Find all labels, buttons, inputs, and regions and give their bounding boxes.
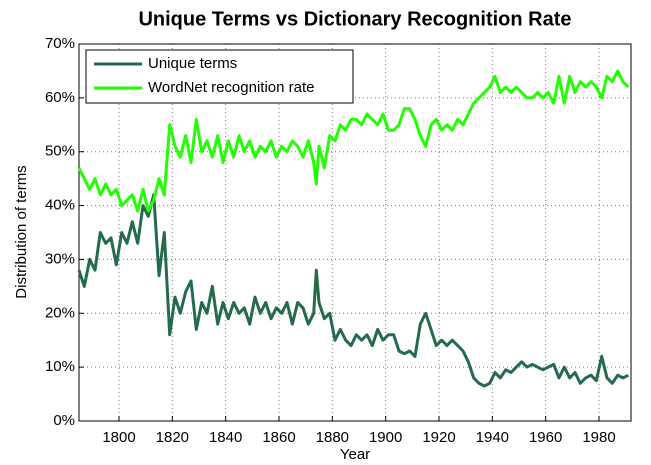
- legend-label: Unique terms: [148, 55, 237, 72]
- x-axis-label: Year: [340, 446, 370, 463]
- y-tick-label: 10%: [45, 358, 75, 375]
- x-tick-label: 1980: [582, 429, 615, 446]
- x-tick-label: 1820: [156, 429, 189, 446]
- y-axis-label: Distribution of terms: [13, 165, 30, 298]
- plot-frame: [78, 43, 632, 422]
- y-tick-label: 20%: [45, 304, 75, 321]
- series-line: [77, 69, 630, 213]
- y-tick-label: 40%: [45, 197, 75, 214]
- x-tick-label: 1920: [422, 429, 455, 446]
- x-tick-label: 1840: [209, 429, 242, 446]
- series-line: [77, 193, 629, 388]
- legend-label: WordNet recognition rate: [148, 79, 314, 96]
- y-tick-label: 0%: [53, 412, 75, 429]
- y-tick-label: 30%: [45, 250, 75, 267]
- x-tick-label: 1940: [476, 429, 509, 446]
- y-tick-label: 60%: [45, 89, 75, 106]
- y-tick-label: 70%: [45, 35, 75, 52]
- x-tick-label: 1900: [369, 429, 402, 446]
- y-tick-label: 50%: [45, 143, 75, 160]
- x-tick-label: 1860: [262, 429, 295, 446]
- legend-box: [85, 49, 354, 104]
- x-tick-label: 1800: [102, 429, 135, 446]
- x-tick-label: 1880: [316, 429, 349, 446]
- chart-title: Unique Terms vs Dictionary Recognition R…: [138, 8, 571, 30]
- x-tick-label: 1960: [529, 429, 562, 446]
